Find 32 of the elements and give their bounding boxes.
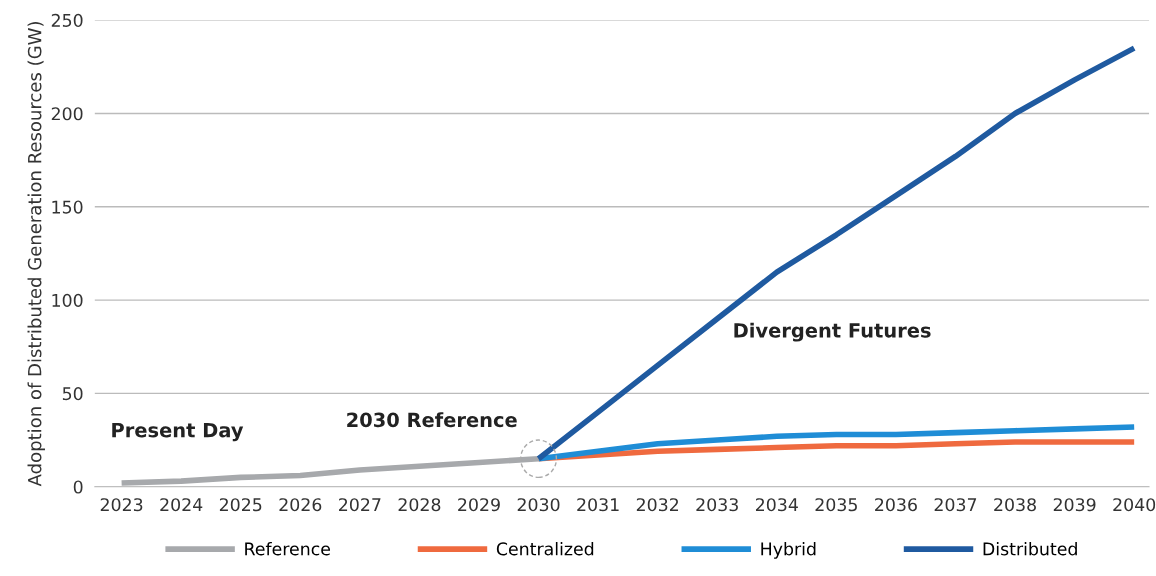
y-tick-label: 50	[62, 387, 83, 401]
y-tick-label: 100	[52, 293, 83, 307]
x-tick-label: 2024	[160, 498, 203, 512]
x-tick-label: 2023	[100, 498, 143, 512]
x-tick-label: 2030	[517, 498, 560, 512]
y-tick-label: 0	[73, 480, 83, 494]
x-tick-label: 2033	[696, 498, 738, 512]
legend-label: Reference	[245, 542, 331, 556]
x-tick-label: 2034	[755, 498, 798, 512]
legend-label: Centralized	[496, 542, 594, 556]
annotation: Divergent Futures	[734, 322, 931, 342]
annotation: Present Day	[112, 422, 244, 442]
y-tick-label: 150	[52, 200, 83, 214]
x-tick-label: 2036	[875, 498, 917, 512]
legend-label: Hybrid	[761, 542, 816, 559]
y-tick-label: 250	[51, 13, 83, 27]
x-tick-label: 2028	[398, 498, 441, 512]
x-tick-label: 2026	[279, 498, 322, 512]
x-tick-label: 2037	[934, 498, 977, 512]
x-tick-label: 2027	[339, 498, 381, 512]
x-tick-label: 2040	[1113, 498, 1156, 512]
x-tick-label: 2029	[458, 498, 500, 512]
y-axis-title: Adoption of Distributed Generation Resources (GW)	[27, 22, 45, 487]
annotation: 2030 Reference	[347, 412, 517, 428]
y-tick-label: 200	[51, 107, 83, 121]
x-tick-label: 2035	[815, 498, 857, 512]
x-tick-label: 2039	[1053, 498, 1096, 512]
x-tick-label: 2032	[636, 498, 679, 512]
legend-label: Distributed	[983, 542, 1077, 556]
x-tick-label: 2038	[994, 498, 1036, 512]
x-tick-label: 2031	[577, 498, 619, 512]
x-tick-label: 2025	[219, 498, 262, 512]
